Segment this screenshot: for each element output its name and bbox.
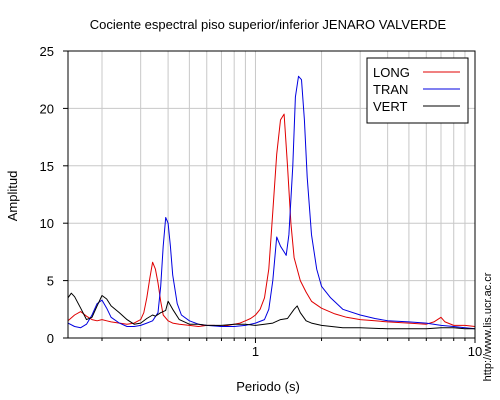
watermark-url: http://www.lis.ucr.ac.cr <box>482 272 494 381</box>
y-tick-label: 25 <box>40 44 54 59</box>
y-tick-label: 0 <box>47 331 54 346</box>
plot-frame <box>67 50 476 339</box>
legend-label-tran: TRAN <box>373 82 408 97</box>
x-tick-label: 1 <box>252 344 259 359</box>
y-tick-label: 20 <box>40 101 54 116</box>
x-axis-label: Periodo (s) <box>236 379 300 394</box>
series-line-tran <box>67 75 476 330</box>
legend-label-vert: VERT <box>373 99 407 114</box>
series-group <box>67 75 476 330</box>
series-line-vert <box>67 292 475 330</box>
y-tick-label: 10 <box>40 216 54 231</box>
y-tick-label: 15 <box>40 159 54 174</box>
y-axis-label: Amplitud <box>5 171 20 222</box>
axis-ticks: 0 5 10 15 20 25 1 10 <box>40 44 483 359</box>
chart-title: Cociente espectral piso superior/inferio… <box>90 17 447 32</box>
legend: LONG TRAN VERT <box>366 57 469 124</box>
legend-label-long: LONG <box>373 65 410 80</box>
legend-box <box>366 57 469 124</box>
x-tick-label: 10 <box>468 344 482 359</box>
series-line-long <box>67 113 476 327</box>
y-tick-label: 5 <box>47 274 54 289</box>
